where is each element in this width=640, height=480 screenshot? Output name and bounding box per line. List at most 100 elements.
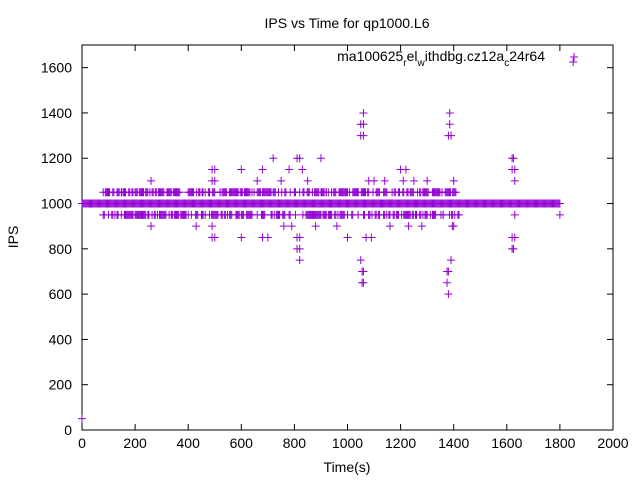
data-point <box>162 188 171 197</box>
y-tick-label: 1000 <box>41 196 72 212</box>
x-tick-label: 1400 <box>438 435 469 451</box>
data-point <box>104 210 113 219</box>
data-point <box>443 278 452 287</box>
data-point <box>444 267 453 276</box>
data-point <box>380 176 389 185</box>
legend-text-part: ma100625 <box>337 48 403 64</box>
data-point <box>433 188 442 197</box>
x-tick-label: 1200 <box>385 435 416 451</box>
data-point <box>144 210 153 219</box>
data-point <box>322 188 331 197</box>
data-point <box>104 188 113 197</box>
data-point <box>356 256 365 265</box>
data-point <box>139 188 148 197</box>
legend-text-part: w <box>417 58 426 69</box>
y-axis-ticks: 0 200 400 600 800 1000 1200 1400 1600 <box>41 60 613 438</box>
data-point <box>120 188 129 197</box>
data-point <box>231 210 240 219</box>
data-point <box>208 222 217 231</box>
data-point <box>221 210 230 219</box>
data-point <box>509 154 518 163</box>
data-point <box>277 176 286 185</box>
data-point <box>197 210 206 219</box>
data-point <box>291 210 300 219</box>
x-axis-label: Time(s) <box>324 459 371 475</box>
data-point <box>428 210 437 219</box>
legend-entry-label: ma100625relwithdbg.cz12ac24r64 <box>337 48 545 69</box>
data-point <box>258 165 267 174</box>
data-point <box>359 120 368 129</box>
y-tick-label: 1400 <box>41 105 72 121</box>
data-point <box>253 188 262 197</box>
data-point <box>210 165 219 174</box>
data-point <box>295 154 304 163</box>
data-point <box>316 154 325 163</box>
data-point <box>210 233 219 242</box>
data-point <box>359 278 368 287</box>
data-point <box>147 222 156 231</box>
data-point <box>133 210 142 219</box>
data-point <box>274 210 283 219</box>
data-point <box>78 414 86 423</box>
data-point <box>279 222 288 231</box>
data-point <box>354 188 363 197</box>
data-point <box>451 188 460 197</box>
data-point <box>385 222 394 231</box>
legend-text-part: el <box>407 48 418 64</box>
x-tick-label: 400 <box>177 435 201 451</box>
data-point <box>263 188 272 197</box>
data-point <box>237 165 246 174</box>
data-point <box>510 165 519 174</box>
data-point <box>269 154 278 163</box>
x-axis-ticks: 0 200 400 600 800 1000 1200 1400 1600 1800 2000 <box>78 45 629 451</box>
data-point <box>226 188 235 197</box>
data-point <box>417 222 426 231</box>
y-tick-label: 800 <box>49 241 73 257</box>
data-point <box>555 210 564 219</box>
data-point <box>455 210 464 219</box>
data-point <box>216 188 225 197</box>
data-point <box>445 120 454 129</box>
data-point <box>359 267 368 276</box>
data-point <box>367 233 376 242</box>
y-tick-label: 200 <box>49 377 73 393</box>
data-point <box>439 210 448 219</box>
data-point <box>295 233 304 242</box>
data-point <box>423 176 432 185</box>
data-point <box>168 210 177 219</box>
data-point <box>311 222 320 231</box>
x-tick-label: 800 <box>283 435 307 451</box>
data-point <box>510 233 519 242</box>
legend-text-part: ithdbg.cz12a <box>425 48 505 64</box>
data-point <box>569 57 578 66</box>
data-point <box>327 210 336 219</box>
data-point <box>303 176 312 185</box>
data-point <box>338 188 347 197</box>
legend-text-part: 24r64 <box>509 48 545 64</box>
legend: ma100625relwithdbg.cz12ac24r64 <box>337 48 578 69</box>
data-point <box>152 188 161 197</box>
x-tick-label: 1000 <box>332 435 363 451</box>
data-point <box>295 244 304 253</box>
data-point <box>510 176 519 185</box>
y-tick-label: 400 <box>49 331 73 347</box>
data-point <box>359 108 368 117</box>
data-point <box>449 222 458 231</box>
legend-text-part: r <box>403 58 407 69</box>
y-tick-label: 1200 <box>41 150 72 166</box>
scatter-series <box>78 57 578 423</box>
data-point <box>447 131 456 140</box>
data-point <box>570 53 578 61</box>
data-point <box>391 188 400 197</box>
data-point <box>404 222 413 231</box>
y-tick-label: 1600 <box>41 60 72 76</box>
data-point <box>192 222 201 231</box>
data-point <box>120 210 129 219</box>
data-point <box>445 108 454 117</box>
data-point <box>401 165 410 174</box>
data-point <box>287 222 296 231</box>
data-point <box>364 210 373 219</box>
data-point <box>263 233 272 242</box>
x-tick-label: 2000 <box>597 435 628 451</box>
chart-title: IPS vs Time for qp1000.L6 <box>265 15 430 31</box>
